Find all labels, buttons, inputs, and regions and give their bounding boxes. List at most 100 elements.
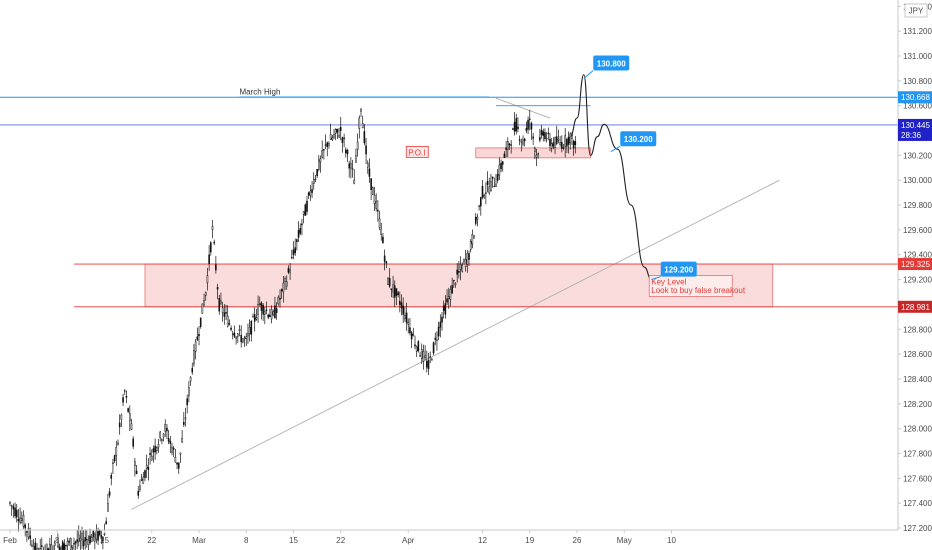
candle [574, 136, 577, 154]
candle [544, 128, 546, 142]
candle [343, 133, 345, 148]
candle [100, 530, 103, 545]
callout-130.200[interactable]: 130.200 [610, 131, 657, 153]
key-level-label: Key Level [651, 278, 686, 287]
candle [444, 295, 447, 319]
candle [311, 181, 313, 199]
candle [277, 295, 280, 306]
candle [341, 136, 344, 153]
candle [92, 530, 95, 542]
y-tick-label: 130.800 [903, 77, 932, 86]
candle [201, 303, 204, 314]
x-tick-label: Apr [402, 536, 415, 545]
candle [12, 503, 15, 518]
candle [312, 172, 315, 190]
candle [235, 335, 237, 345]
candle [26, 530, 28, 542]
candle [154, 438, 156, 460]
candle [289, 262, 291, 280]
candle [294, 238, 296, 257]
candle [319, 155, 322, 173]
candle [122, 393, 124, 406]
candle [324, 134, 327, 149]
callout-129.200[interactable]: 129.200 [651, 261, 697, 281]
candle [39, 538, 42, 550]
candle [454, 282, 457, 288]
candle [358, 115, 361, 139]
y-tick-label: 127.600 [903, 474, 932, 483]
candle [304, 203, 307, 216]
candle [417, 340, 420, 353]
price-tag-text: 130.668 [901, 93, 930, 102]
candle [36, 543, 38, 550]
candle [361, 115, 364, 129]
candle [199, 317, 202, 329]
candle [390, 288, 393, 298]
candle [52, 545, 54, 550]
candle [115, 440, 118, 466]
candle [90, 533, 93, 543]
candle [132, 436, 134, 449]
candle [393, 280, 396, 308]
candle [57, 533, 59, 549]
candle [17, 508, 20, 532]
candle [299, 223, 302, 236]
candle [561, 135, 563, 153]
candle [528, 109, 531, 131]
candle [14, 502, 16, 519]
candle [223, 304, 226, 325]
candle [382, 233, 384, 244]
candle [167, 429, 170, 445]
candle [73, 537, 75, 550]
candle [410, 330, 413, 349]
callout-130.800[interactable]: 130.800 [583, 55, 630, 79]
candle [370, 178, 372, 200]
candle [292, 241, 295, 260]
candle [517, 117, 519, 133]
candle [431, 357, 433, 361]
candle [532, 132, 534, 145]
candle [275, 302, 278, 320]
candle [542, 128, 545, 142]
candle [363, 124, 366, 146]
candle [159, 430, 161, 442]
candle [415, 345, 418, 358]
y-tick-label: 129.600 [903, 226, 932, 235]
candle [328, 141, 330, 149]
candle [380, 222, 383, 241]
candle [233, 325, 236, 339]
candle [449, 285, 452, 307]
candle [355, 148, 357, 163]
candle [171, 442, 173, 456]
countdown-text: 28:36 [901, 131, 922, 140]
candle [409, 317, 411, 336]
candle [204, 291, 207, 301]
candle [210, 241, 212, 256]
horizontal-lines-layer [0, 96, 898, 308]
candle [38, 547, 39, 550]
candle [388, 268, 391, 288]
candle [550, 138, 553, 153]
candle [250, 320, 253, 342]
candle [113, 454, 116, 464]
candle [149, 447, 151, 465]
march-high-label: March High [240, 88, 281, 97]
candle [555, 125, 558, 146]
candle [230, 325, 232, 332]
candle [437, 321, 440, 341]
candle [161, 438, 163, 445]
candle [272, 309, 275, 317]
candle [400, 294, 403, 316]
candle [547, 127, 550, 141]
candle [63, 539, 66, 550]
candle [231, 330, 234, 340]
candle [373, 186, 376, 211]
candle [360, 107, 362, 118]
candle [441, 311, 443, 331]
candle [140, 473, 143, 482]
price-tag-129.325: 129.325 [898, 258, 932, 271]
candle [280, 288, 283, 299]
candle [84, 529, 87, 550]
candle [255, 308, 258, 321]
